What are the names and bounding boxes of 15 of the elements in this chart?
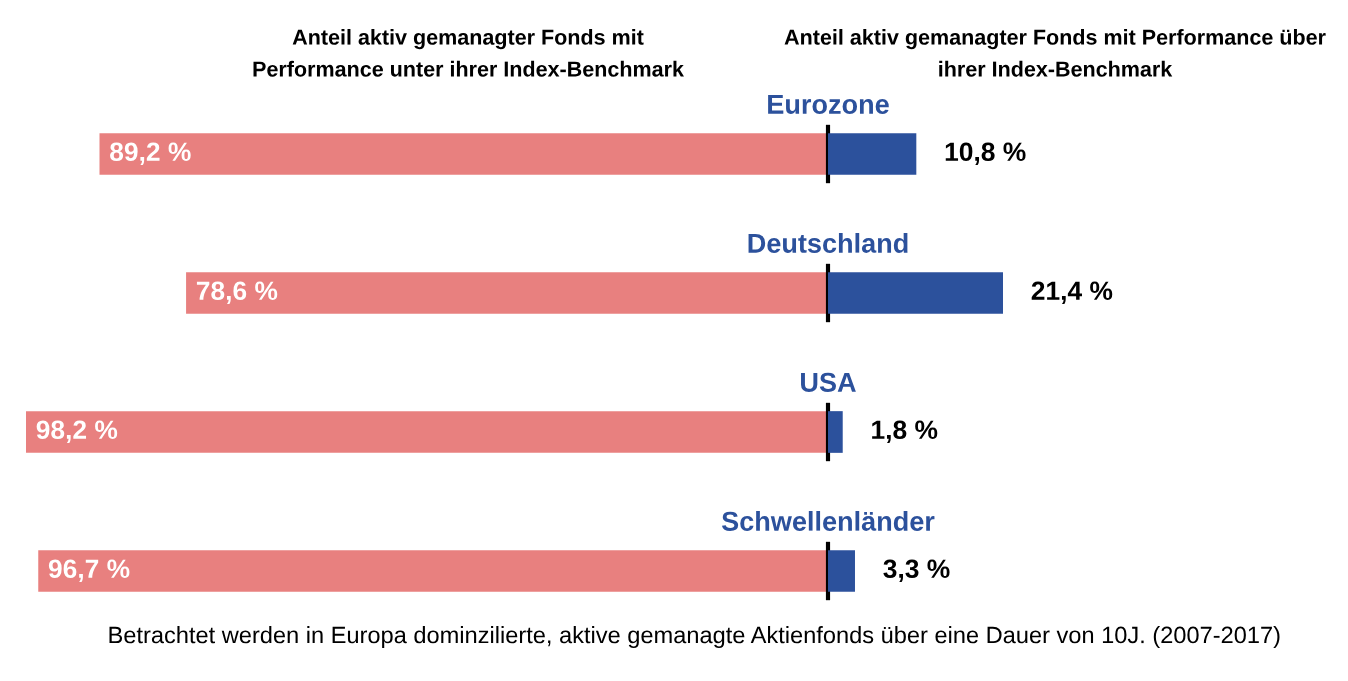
data-label: 98,2 % [36,420,118,443]
data-label: 1,8 % [872,420,938,443]
data-label: 21,4 % [1031,281,1113,304]
text: Betrachtet werden in Europa dominzilierte, aktive gemanagte Aktienfonds über eine Dauer von 10J. (2007-2017) [109,625,1280,649]
y-tick-label: USA [801,372,856,392]
annotation: Anteil aktiv gemanagter Fonds mit Performance über ihrer Index-Benchmark [784,29,1326,77]
y-tick-label: Deutschland [748,233,908,253]
data-label: 10,8 % [945,142,1026,165]
data-label: 3,3 % [883,559,950,582]
data-label: 78,6 % [196,281,278,304]
y-tick-label: Eurozone [768,95,889,114]
annotation: Anteil aktiv gemanagter Fonds mit Performance unter ihrer Index-Benchmark [253,29,684,77]
data-label: 89,2 % [110,142,191,165]
y-tick-label: Schwellenländer [721,511,935,531]
data-label: 96,7 % [48,559,130,582]
